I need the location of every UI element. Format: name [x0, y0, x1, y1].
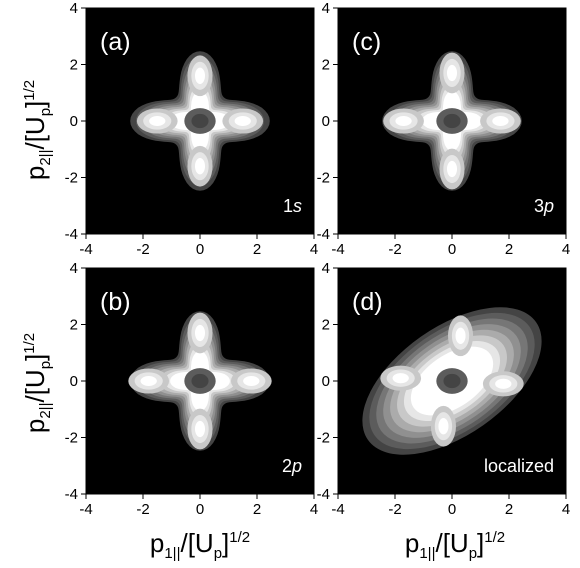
panel-b-tag: (b) — [100, 288, 131, 316]
panel-d: -4 -2 0 2 4 4 2 0 -2 -4 (d) localized — [317, 260, 571, 518]
y-tick-label: 0 — [70, 113, 78, 130]
x-tick-label: -2 — [388, 241, 401, 258]
peak-1 — [194, 158, 206, 175]
peak-3 — [234, 115, 251, 127]
x-tick-label: 2 — [505, 241, 513, 258]
x-tick-label: 4 — [310, 501, 318, 518]
peak-1 — [194, 420, 206, 438]
y-tick-label: 0 — [322, 373, 330, 390]
y-tick-label: 2 — [70, 57, 78, 74]
panel-a-state-label: 1s — [283, 196, 302, 216]
x-tick-label: 0 — [196, 501, 204, 518]
y-tick-label: -4 — [317, 226, 330, 243]
y-tick-label: 4 — [322, 260, 330, 277]
panel-a-tag: (a) — [100, 28, 131, 56]
center-dip-core — [191, 373, 209, 389]
panel-d-state-label: localized — [484, 456, 554, 476]
x-axis-title-right: p1||/[Up]1/2 — [405, 528, 505, 562]
y-tick-label: 4 — [70, 260, 78, 277]
x-axis-title-left: p1||/[Up]1/2 — [150, 528, 250, 562]
x-tick-label: 0 — [196, 241, 204, 258]
y-tick-label: -2 — [65, 430, 78, 447]
x-tick-label: -2 — [136, 241, 149, 258]
y-tick-label: 0 — [322, 113, 330, 130]
peak-2 — [395, 115, 412, 127]
center-dip-core — [443, 113, 461, 129]
x-tick-label: -4 — [79, 501, 92, 518]
panel-a: -4 -2 0 2 4 4 2 0 -2 -4 (a) 1s — [65, 0, 319, 258]
peak-1 — [438, 418, 449, 435]
x-tick-label: -4 — [331, 241, 344, 258]
peak-3 — [495, 378, 512, 389]
center-dip-core — [443, 373, 461, 389]
y-tick-label: -2 — [317, 170, 330, 187]
x-tick-label: 4 — [562, 501, 570, 518]
x-tick-label: -2 — [136, 501, 149, 518]
panel-c-tag: (c) — [352, 28, 381, 56]
panel-b: -4 -2 0 2 4 4 2 0 -2 -4 (b) 2p — [65, 260, 319, 518]
y-tick-label: 2 — [70, 317, 78, 334]
peak-1 — [446, 160, 458, 178]
y-tick-label: 0 — [70, 373, 78, 390]
x-tick-label: -2 — [388, 501, 401, 518]
peak-3 — [492, 115, 509, 127]
panel-c-state-label: 3p — [534, 196, 554, 216]
peak-0 — [455, 327, 466, 344]
y-tick-label: 2 — [322, 317, 330, 334]
x-tick-label: 2 — [253, 501, 261, 518]
y-tick-label: 2 — [322, 57, 330, 74]
panel-c: -4 -2 0 2 4 4 2 0 -2 -4 (c) 3p — [317, 0, 571, 258]
y-tick-label: -4 — [317, 486, 330, 503]
x-tick-label: 4 — [310, 241, 318, 258]
y-axis-title-top: p2||/[Up]1/2 — [20, 80, 54, 180]
x-tick-label: 4 — [562, 241, 570, 258]
panel-d-tag: (d) — [352, 288, 383, 316]
y-tick-label: -4 — [65, 486, 78, 503]
y-tick-label: -4 — [65, 226, 78, 243]
y-tick-label: -2 — [65, 170, 78, 187]
peak-0 — [194, 324, 206, 342]
center-dip-core — [191, 113, 209, 129]
peak-2 — [140, 375, 157, 387]
peak-3 — [243, 375, 260, 387]
y-tick-label: 4 — [322, 0, 330, 17]
peak-2 — [392, 373, 409, 384]
x-tick-label: -4 — [79, 241, 92, 258]
peak-0 — [446, 64, 458, 82]
y-axis-title-bottom: p2||/[Up]1/2 — [20, 333, 54, 433]
x-tick-label: 0 — [448, 501, 456, 518]
y-tick-label: -2 — [317, 430, 330, 447]
x-tick-label: 0 — [448, 241, 456, 258]
peak-0 — [194, 67, 206, 84]
x-tick-label: 2 — [505, 501, 513, 518]
x-tick-label: -4 — [331, 501, 344, 518]
peak-2 — [149, 115, 166, 127]
x-tick-label: 2 — [253, 241, 261, 258]
panel-b-state-label: 2p — [282, 456, 302, 476]
y-tick-label: 4 — [70, 0, 78, 17]
